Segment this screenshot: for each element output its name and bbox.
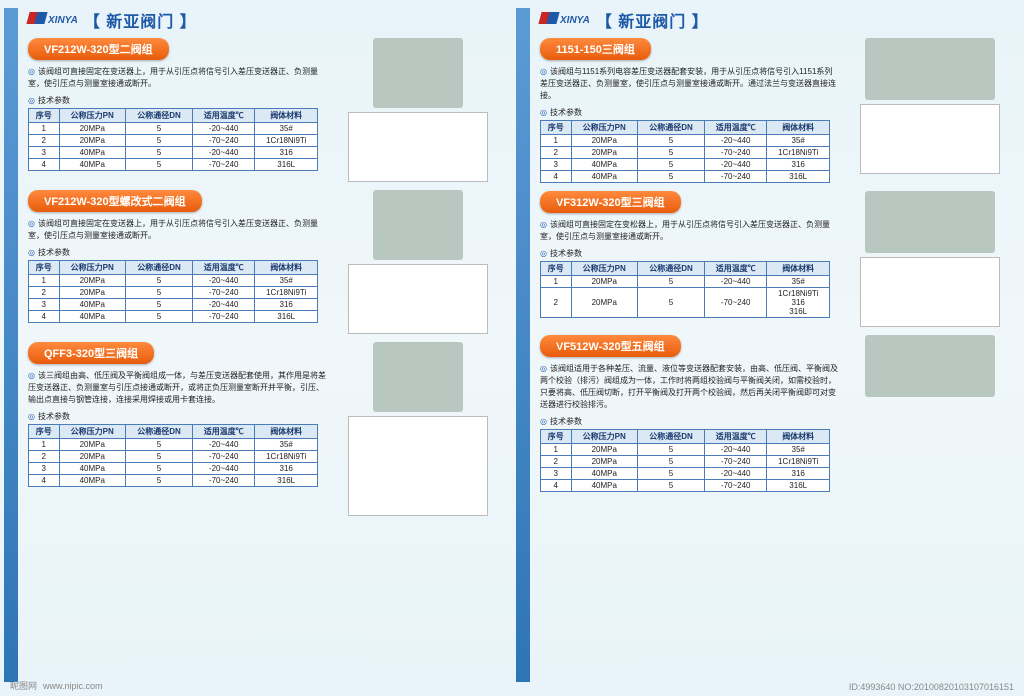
product-block: VF212W-320型螺改式二阀组 ◎该阀组可直接固定在变送器上，用于从引压点将…	[28, 190, 498, 334]
product-images	[338, 190, 498, 334]
valve-photo	[865, 38, 995, 100]
table-row: 120MPa5-20~44035#	[29, 275, 318, 287]
product-images	[338, 38, 498, 182]
left-column: XINYA 【 新亚阀门 】 VF212W-320型二阀组 ◎该阀组可直接固定在…	[0, 0, 512, 696]
table-row: 340MPa5-20~440316	[541, 468, 830, 480]
table-row: 440MPa5-70~240316L	[29, 159, 318, 171]
table-row: 120MPa5-20~44035#	[541, 276, 830, 288]
brand-title: 【 新亚阀门 】	[84, 8, 197, 32]
table-row: 220MPa5-70~2401Cr18Ni9Ti	[29, 451, 318, 463]
product-block: VF312W-320型三阀组 ◎该阀组可直接固定在变松器上，用于从引压点将信号引…	[540, 191, 1010, 327]
product-title: 1151-150三阀组	[540, 38, 651, 60]
product-title: VF512W-320型五阀组	[540, 335, 681, 357]
valve-photo	[373, 342, 463, 412]
valve-photo	[373, 38, 463, 108]
right-column: XINYA 【 新亚阀门 】 1151-150三阀组 ◎该阀组与1151系列电容…	[512, 0, 1024, 696]
product-block: 1151-150三阀组 ◎该阀组与1151系列电容差压变送器配套安装，用于从引压…	[540, 38, 1010, 183]
param-table: 序号公称压力PN公称通径DN适用温度℃阀体材料 120MPa5-20~44035…	[540, 261, 830, 318]
logo-mark	[540, 12, 558, 28]
table-row: 340MPa5-20~440316	[29, 299, 318, 311]
product-block: VF212W-320型二阀组 ◎该阀组可直接固定在变送器上，用于从引压点将信号引…	[28, 38, 498, 182]
valve-diagram	[348, 416, 488, 516]
page: XINYA 【 新亚阀门 】 VF212W-320型二阀组 ◎该阀组可直接固定在…	[0, 0, 1024, 696]
product-title: VF312W-320型三阀组	[540, 191, 681, 213]
product-desc: ◎该三阀组由高、低压阀及平衡阀组成一体，与差压变送器配套使用，其作用是将差压变送…	[28, 370, 328, 406]
table-row: 220MPa5-70~2401Cr18Ni9Ti	[541, 147, 830, 159]
param-label: ◎技术参数	[28, 95, 328, 106]
header-right: XINYA 【 新亚阀门 】	[540, 8, 1010, 32]
product-desc: ◎该阀组可直接固定在变送器上，用于从引压点将信号引入差压变送器正、负测量室，使引…	[28, 66, 328, 90]
product-images	[338, 342, 498, 516]
table-row: 340MPa5-20~440316	[29, 463, 318, 475]
table-row: 120MPa5-20~44035#	[541, 135, 830, 147]
sidebar-accent	[4, 8, 18, 682]
product-block: VF512W-320型五阀组 ◎该阀组适用于各种差压、流量、液位等变送器配套安装…	[540, 335, 1010, 492]
table-row: 440MPa5-70~240316L	[541, 480, 830, 492]
valve-diagram	[860, 104, 1000, 174]
param-table: 序号 公称压力PN 公称通径DN 适用温度℃ 阀体材料 120MPa5-20~4…	[28, 108, 318, 171]
product-desc: ◎该阀组可直接固定在变送器上，用于从引压点将信号引入差压变送器正、负测量室，使引…	[28, 218, 328, 242]
table-row: 340MPa5-20~440316	[29, 147, 318, 159]
product-desc: ◎该阀组适用于各种差压、流量、液位等变送器配套安装，由高、低压阀、平衡阀及两个校…	[540, 363, 840, 411]
product-images	[850, 335, 1010, 492]
footer-url: www.nipic.com	[43, 681, 103, 691]
param-table: 序号公称压力PN公称通径DN适用温度℃阀体材料 120MPa5-20~44035…	[540, 120, 830, 183]
valve-diagram	[348, 264, 488, 334]
param-table: 序号公称压力PN公称通径DN适用温度℃阀体材料 120MPa5-20~44035…	[28, 260, 318, 323]
table-row: 340MPa5-20~440316	[541, 159, 830, 171]
logo-mark	[28, 12, 46, 28]
param-label: ◎技术参数	[28, 411, 328, 422]
product-title: QFF3-320型三阀组	[28, 342, 154, 364]
product-desc: ◎该阀组与1151系列电容差压变送器配套安装，用于从引压点将信号引入1151系列…	[540, 66, 840, 102]
product-images	[850, 38, 1010, 183]
sidebar-accent	[516, 8, 530, 682]
table-header-row: 序号 公称压力PN 公称通径DN 适用温度℃ 阀体材料	[29, 109, 318, 123]
logo-text: XINYA	[48, 15, 78, 26]
table-row: 220MPa5-70~2401Cr18Ni9Ti	[541, 456, 830, 468]
product-title: VF212W-320型螺改式二阀组	[28, 190, 202, 212]
param-label: ◎技术参数	[28, 247, 328, 258]
param-label: ◎技术参数	[540, 416, 840, 427]
table-row: 440MPa5-70~240316L	[29, 475, 318, 487]
valve-photo	[865, 191, 995, 253]
table-row: 440MPa5-70~240316L	[541, 171, 830, 183]
footer-site: 昵图网	[10, 679, 37, 692]
footer-left: 昵图网 www.nipic.com	[10, 679, 103, 692]
param-table: 序号公称压力PN公称通径DN适用温度℃阀体材料 120MPa5-20~44035…	[28, 424, 318, 487]
valve-diagram	[860, 257, 1000, 327]
header-left: XINYA 【 新亚阀门 】	[28, 8, 498, 32]
logo: XINYA	[540, 12, 590, 28]
table-row: 120MPa5-20~44035#	[541, 444, 830, 456]
param-label: ◎技术参数	[540, 107, 840, 118]
product-images	[850, 191, 1010, 327]
table-row: 440MPa5-70~240316L	[29, 311, 318, 323]
logo: XINYA	[28, 12, 78, 28]
valve-photo	[865, 335, 995, 397]
valve-photo	[373, 190, 463, 260]
table-row: 220MPa5-70~2401Cr18Ni9Ti	[29, 135, 318, 147]
logo-text: XINYA	[560, 15, 590, 26]
product-block: QFF3-320型三阀组 ◎该三阀组由高、低压阀及平衡阀组成一体，与差压变送器配…	[28, 342, 498, 516]
table-row: 120MPa5-20~44035#	[29, 123, 318, 135]
table-row: 120MPa5-20~44035#	[29, 439, 318, 451]
valve-diagram	[348, 112, 488, 182]
param-table: 序号公称压力PN公称通径DN适用温度℃阀体材料 120MPa5-20~44035…	[540, 429, 830, 492]
brand-title: 【 新亚阀门 】	[596, 8, 709, 32]
table-row: 220MPa5-70~2401Cr18Ni9Ti	[29, 287, 318, 299]
footer-right: ID:4993640 NO:20100820103107016151	[849, 682, 1014, 692]
param-label: ◎技术参数	[540, 248, 840, 259]
table-row: 220MPa5-70~2401Cr18Ni9Ti 316 316L	[541, 288, 830, 318]
product-desc: ◎该阀组可直接固定在变松器上，用于从引压点将信号引入差压变送器正、负测量室，使引…	[540, 219, 840, 243]
product-title: VF212W-320型二阀组	[28, 38, 169, 60]
